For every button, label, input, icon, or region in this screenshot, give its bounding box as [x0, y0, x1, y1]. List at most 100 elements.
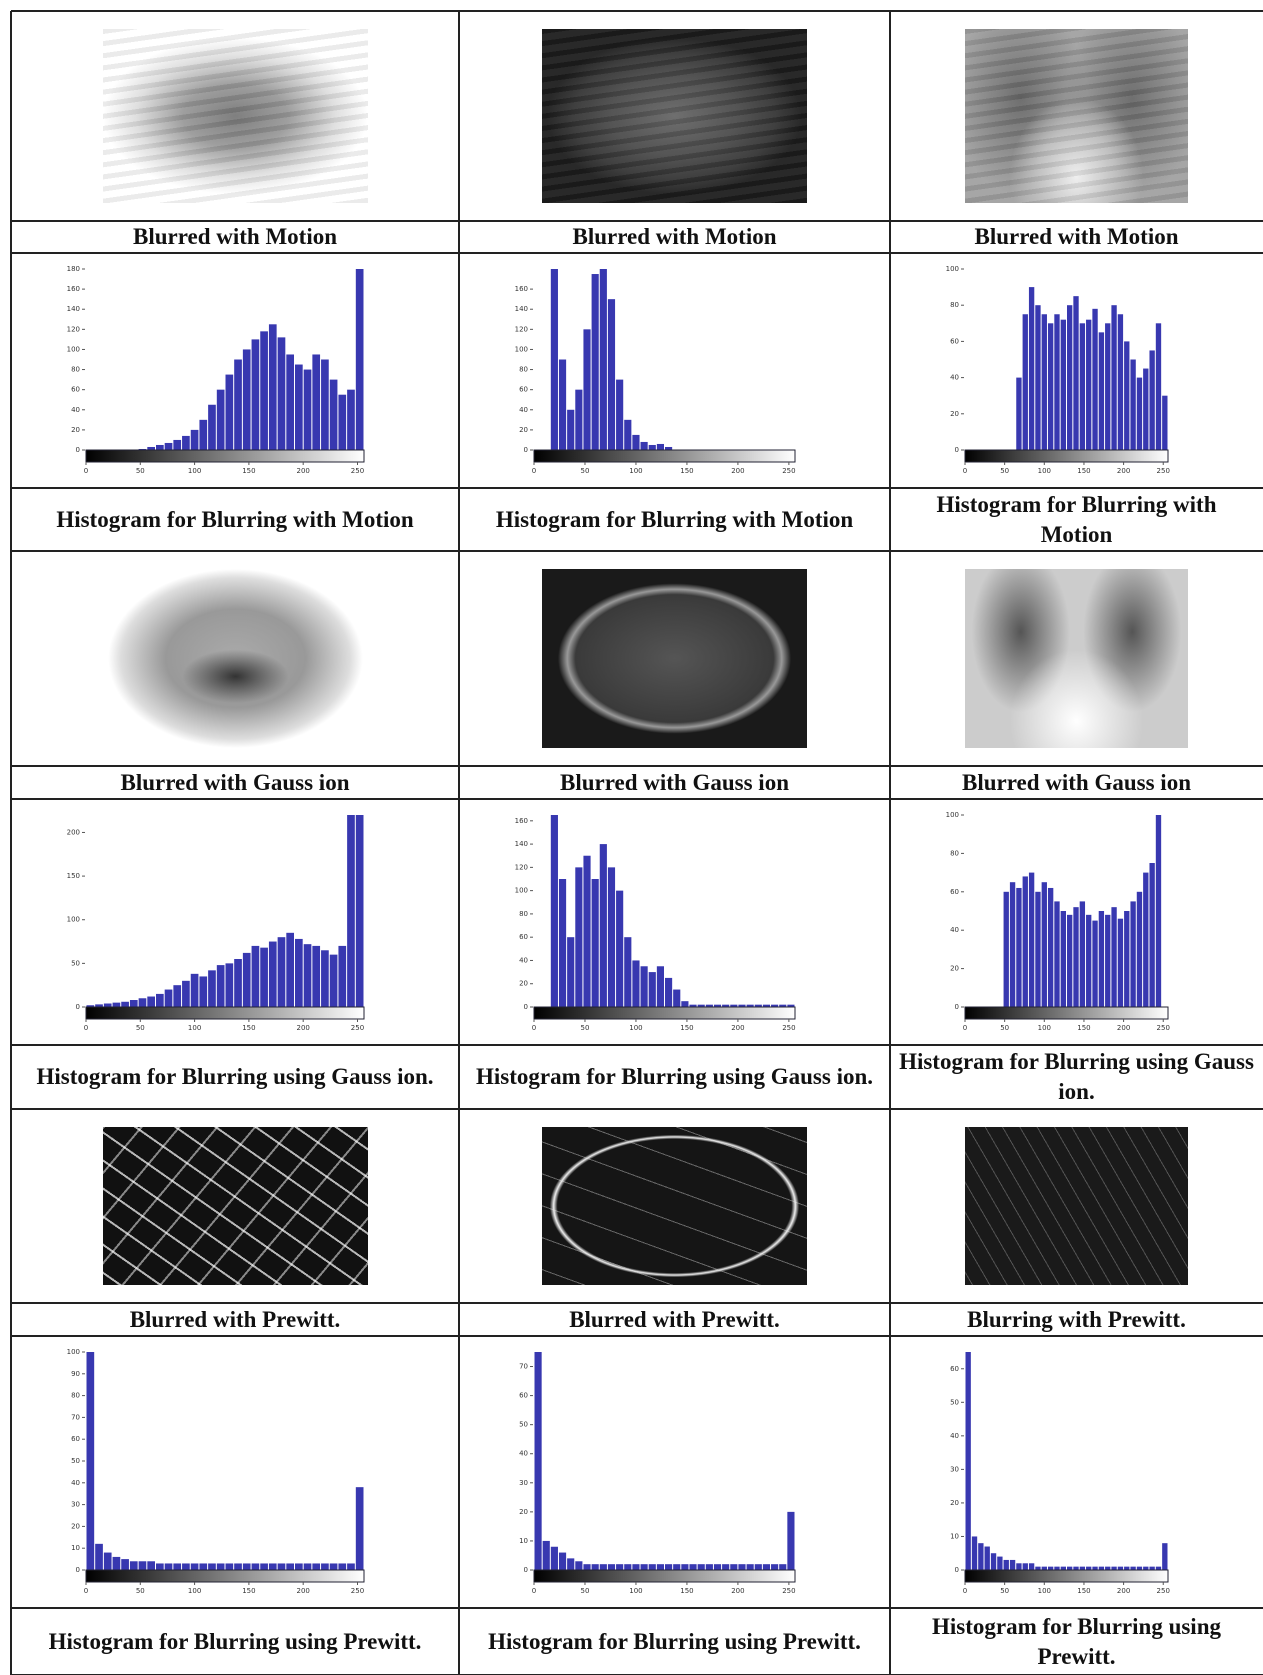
x-tick-label: 200 — [731, 467, 744, 475]
bar — [190, 1563, 199, 1570]
bar — [234, 959, 242, 1007]
colorbar — [85, 1569, 365, 1583]
bar — [277, 1563, 286, 1570]
y-tick-label: 10 — [519, 1537, 528, 1545]
y-tick-label: 80 — [950, 301, 959, 309]
bar — [347, 389, 355, 450]
bar — [216, 965, 225, 1007]
caption: Histogram for Blurring with Motion — [936, 491, 1217, 547]
y-tick-label: 50 — [950, 1398, 959, 1406]
bar — [1022, 1563, 1028, 1570]
y-tick-label: 0 — [955, 1003, 959, 1011]
bar — [616, 890, 624, 1007]
bar — [1105, 914, 1111, 1007]
bar — [648, 444, 656, 450]
bar — [990, 1553, 997, 1570]
histogram: 0 20 40 60 80 100 120 140 160 0 50 100 150 200 250 — [515, 815, 796, 1032]
caption: Blurring with Prewitt. — [967, 1306, 1186, 1332]
colorbar — [964, 1569, 1169, 1583]
bar — [558, 359, 567, 450]
bar — [1067, 305, 1073, 450]
bar — [971, 1536, 978, 1570]
bar — [787, 1004, 795, 1007]
y-tick-label: 100 — [67, 916, 80, 924]
bar — [129, 1000, 138, 1007]
bar — [234, 359, 242, 450]
histogram: 0 50 100 150 200 0 50 100 150 200 250 — [67, 815, 365, 1032]
bar — [681, 1001, 689, 1007]
rule — [11, 220, 1263, 222]
bar — [295, 1563, 303, 1570]
bar — [1028, 287, 1035, 450]
caption: Histogram for Blurring with Motion — [495, 506, 854, 532]
bar — [1143, 1566, 1149, 1570]
bar — [1098, 911, 1105, 1007]
x-tick-label: 200 — [1117, 1587, 1130, 1595]
bar — [1022, 314, 1028, 450]
y-tick-label: 20 — [71, 426, 80, 434]
bar — [1073, 1566, 1079, 1570]
bar — [277, 937, 286, 1007]
bar — [286, 932, 294, 1007]
bar — [173, 985, 182, 1007]
bar — [550, 269, 558, 450]
x-tick-label: 0 — [963, 467, 967, 475]
image — [542, 29, 807, 203]
caption: Blurred with Motion — [974, 224, 1179, 249]
x-tick-label: 150 — [242, 1587, 255, 1595]
rule — [10, 11, 12, 1675]
bar — [1016, 1563, 1022, 1570]
caption: Histogram for Blurring using Gauss ion. — [899, 1049, 1254, 1104]
bar — [1028, 1563, 1035, 1570]
x-tick-label: 200 — [731, 1024, 744, 1032]
y-tick-label: 70 — [519, 1363, 528, 1371]
bar — [567, 409, 575, 450]
bar — [567, 937, 575, 1007]
bar — [632, 960, 640, 1007]
x-tick-label: 100 — [1038, 467, 1051, 475]
bar — [575, 1561, 583, 1570]
y-tick-label: 30 — [950, 1465, 959, 1473]
bar — [665, 977, 673, 1007]
bar — [329, 1563, 338, 1570]
rule — [11, 550, 1263, 552]
x-tick-label: 250 — [782, 1024, 795, 1032]
bar — [347, 1563, 355, 1570]
bar — [607, 299, 616, 450]
histogram: 0 20 40 60 80 100 0 50 100 150 200 250 — [946, 265, 1170, 475]
bar — [190, 429, 199, 450]
caption: Blurred with Motion — [572, 224, 777, 249]
bar — [268, 324, 277, 450]
bar — [1060, 1566, 1066, 1570]
y-tick-label: 20 — [519, 980, 528, 988]
x-tick-label: 150 — [1077, 467, 1090, 475]
caption: Histogram for Blurring using Gauss ion. — [475, 1064, 874, 1089]
x-tick-label: 150 — [1077, 1024, 1090, 1032]
bar — [1079, 901, 1086, 1007]
y-tick-label: 40 — [519, 1450, 528, 1458]
y-tick-label: 40 — [519, 406, 528, 414]
bar — [640, 441, 648, 450]
bar — [730, 1564, 738, 1570]
bar — [303, 1563, 312, 1570]
y-tick-label: 200 — [67, 828, 80, 836]
x-tick-label: 100 — [188, 1024, 201, 1032]
x-tick-label: 150 — [680, 467, 693, 475]
bar — [599, 844, 607, 1007]
bar — [591, 879, 599, 1007]
y-tick-label: 80 — [71, 1392, 80, 1400]
bar — [624, 419, 632, 450]
bar — [697, 1564, 705, 1570]
bar — [199, 1563, 208, 1570]
rule — [11, 487, 1263, 489]
x-tick-label: 100 — [1038, 1587, 1051, 1595]
bar — [1092, 308, 1098, 450]
y-tick-label: 100 — [946, 265, 959, 273]
y-tick-label: 0 — [76, 1003, 80, 1011]
bar — [112, 1002, 121, 1007]
bar — [1098, 1566, 1105, 1570]
image — [102, 1127, 368, 1285]
y-tick-label: 100 — [67, 345, 80, 353]
y-tick-label: 0 — [955, 1566, 959, 1574]
